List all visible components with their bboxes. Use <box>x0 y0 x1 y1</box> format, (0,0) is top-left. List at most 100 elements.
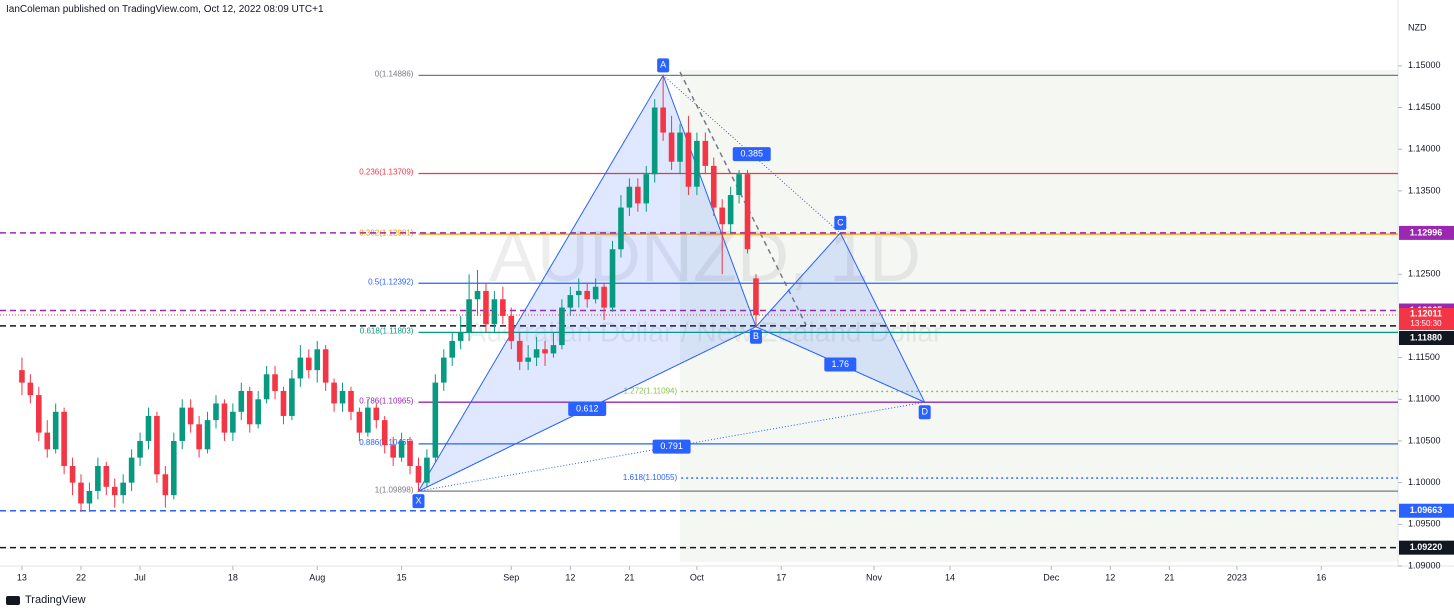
candle-body <box>533 349 540 358</box>
candle-body <box>601 286 607 308</box>
candle-body <box>584 290 591 300</box>
candle-body <box>111 486 118 496</box>
candle-body <box>559 307 565 346</box>
candle-body <box>432 382 439 458</box>
point-box <box>918 405 931 420</box>
x-tick-label: 12 <box>565 572 575 582</box>
candle-body <box>238 390 245 412</box>
pattern-leg <box>755 326 925 403</box>
last-price-box <box>1399 308 1454 331</box>
candle-body <box>255 399 261 425</box>
x-tick-label: 21 <box>1164 572 1174 582</box>
y-tick-label: 1.09500 <box>1408 519 1441 529</box>
x-tick-label: 18 <box>228 572 238 582</box>
candle-body <box>685 132 692 187</box>
candle-body <box>651 107 658 175</box>
candle-body <box>305 357 312 371</box>
candle-body <box>179 407 186 441</box>
candle-body <box>660 107 666 133</box>
pattern-leg <box>418 326 757 492</box>
candle-body <box>263 374 270 400</box>
candle-body <box>635 186 641 204</box>
candle-body <box>407 440 413 466</box>
candle-body <box>314 349 321 371</box>
candle-body <box>145 415 152 441</box>
ratio-box <box>732 147 771 162</box>
point-label: A <box>660 60 666 70</box>
candle-body <box>365 407 371 433</box>
candle-body <box>449 340 456 358</box>
x-tick-label: 21 <box>624 572 634 582</box>
candle-body <box>297 357 304 379</box>
candle-body <box>753 278 759 316</box>
candle-body <box>348 390 354 412</box>
ratio-label: 0.385 <box>740 149 763 159</box>
projection-label: 1.618(1.10055) <box>623 473 678 482</box>
candle-body <box>52 411 59 450</box>
chart: AUDNZD, 1D Australian Dollar / New Zeala… <box>0 0 1454 582</box>
ratio-label: 0.791 <box>660 441 683 451</box>
footer-text: TradingView <box>25 594 86 606</box>
ratio-box <box>568 401 607 416</box>
candle-body <box>381 420 388 446</box>
candle-body <box>246 390 253 425</box>
candle-body <box>643 174 650 204</box>
candle-body <box>609 249 616 308</box>
candle-body <box>280 390 287 416</box>
candle-body <box>86 490 93 504</box>
candle-body <box>78 482 84 504</box>
fib-label: 0(1.14886) <box>375 69 414 78</box>
price-label-box <box>1399 503 1454 518</box>
candle-body <box>19 370 25 383</box>
ratio-label: 1.76 <box>832 359 850 369</box>
x-tick-label: Sep <box>503 572 519 582</box>
candle-body <box>398 440 405 458</box>
candle-body <box>744 174 751 250</box>
x-tick-label: 22 <box>76 572 86 582</box>
candle-body <box>187 407 194 425</box>
y-tick-label: 1.14500 <box>1408 102 1441 112</box>
candle-body <box>120 482 126 496</box>
candle-body <box>103 465 110 487</box>
candle-body <box>95 465 101 491</box>
x-tick-label: 15 <box>397 572 407 582</box>
candle-body <box>719 207 726 225</box>
fib-label: 0.618(1.11803) <box>360 326 414 335</box>
candle-body <box>272 374 278 391</box>
countdown-label: 13:50:30 <box>1410 319 1442 328</box>
candle-body <box>677 132 683 162</box>
candle-body <box>457 332 464 341</box>
candle-body <box>196 424 202 450</box>
price-label: 1.09220 <box>1410 542 1443 552</box>
ratio-box <box>824 357 857 372</box>
x-tick-label: Nov <box>866 572 883 582</box>
candle-body <box>736 174 742 196</box>
candle-body <box>727 195 734 225</box>
point-label: D <box>921 407 928 417</box>
candle-body <box>356 411 363 433</box>
candle-body <box>592 286 599 300</box>
fib-label: 1(1.09898) <box>375 485 414 494</box>
candle-body <box>466 299 472 333</box>
price-label-box <box>1399 331 1454 346</box>
candle-body <box>331 382 337 404</box>
candle-body <box>516 340 523 362</box>
point-box <box>834 215 847 230</box>
candle-body <box>567 295 574 308</box>
future-zone <box>680 70 1398 562</box>
candle-body <box>474 290 481 300</box>
price-label-box <box>1399 225 1454 240</box>
candle-body <box>440 357 447 383</box>
y-tick-label: 1.14000 <box>1408 144 1441 154</box>
candle-body <box>702 140 709 166</box>
candle-body <box>542 349 548 354</box>
last-price-label: 1.12011 <box>1410 308 1442 318</box>
candle-body <box>339 390 346 404</box>
x-tick-label: 17 <box>776 572 786 582</box>
candle-body <box>69 465 76 483</box>
x-tick-label: 16 <box>1316 572 1326 582</box>
candle-body <box>289 378 295 416</box>
candle-body <box>221 403 228 433</box>
candle-body <box>230 411 236 433</box>
x-tick-label: 2023 <box>1227 572 1247 582</box>
